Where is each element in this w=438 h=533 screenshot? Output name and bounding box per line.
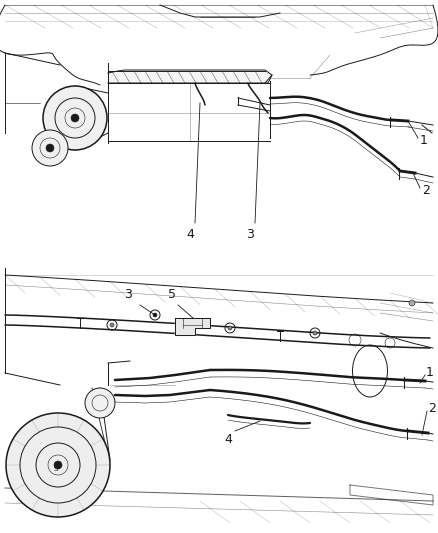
Text: S: S xyxy=(53,466,57,472)
Text: 1: 1 xyxy=(426,367,434,379)
Circle shape xyxy=(409,300,415,306)
Text: 4: 4 xyxy=(224,433,232,446)
Circle shape xyxy=(110,323,114,327)
Text: 1: 1 xyxy=(420,133,428,147)
Circle shape xyxy=(313,331,317,335)
Circle shape xyxy=(153,313,157,317)
Text: 5: 5 xyxy=(168,288,176,301)
Circle shape xyxy=(46,144,54,152)
Circle shape xyxy=(6,413,110,517)
Text: 2: 2 xyxy=(428,402,436,416)
Text: 3: 3 xyxy=(124,288,132,301)
Text: 3: 3 xyxy=(246,228,254,241)
Circle shape xyxy=(43,86,107,150)
Circle shape xyxy=(71,114,79,122)
Text: 2: 2 xyxy=(422,183,430,197)
Circle shape xyxy=(54,461,62,469)
Polygon shape xyxy=(108,70,272,83)
Text: 4: 4 xyxy=(186,228,194,241)
Polygon shape xyxy=(175,318,210,335)
Circle shape xyxy=(228,326,232,330)
Circle shape xyxy=(85,388,115,418)
Circle shape xyxy=(32,130,68,166)
